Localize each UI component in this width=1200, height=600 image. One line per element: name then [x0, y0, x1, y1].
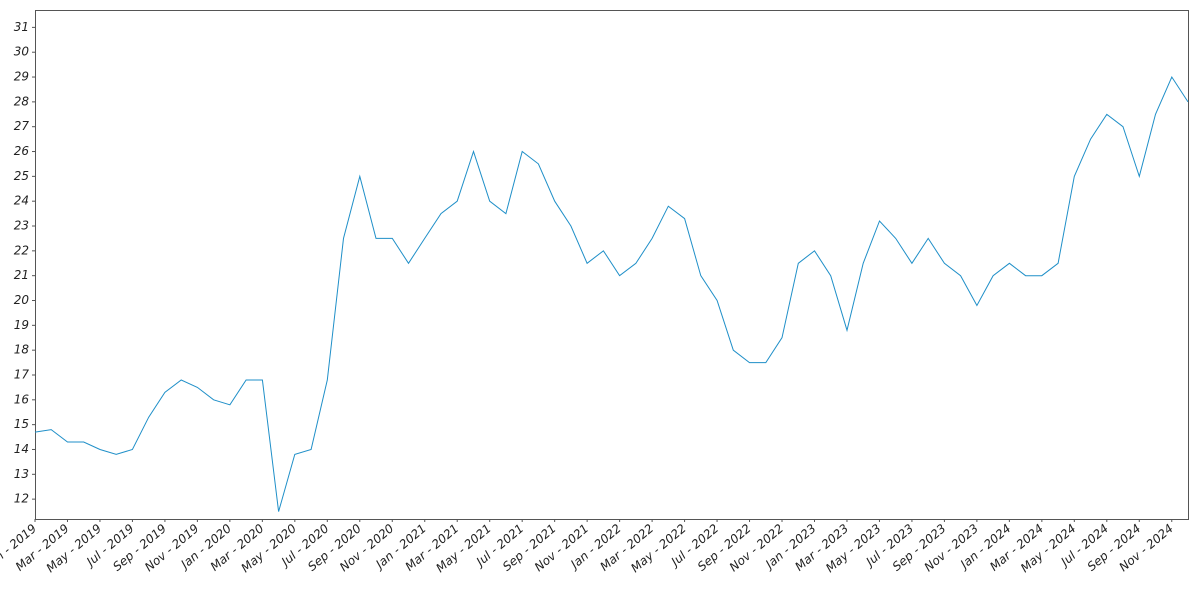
y-tick-label: 21 — [14, 268, 29, 282]
y-tick-label: 30 — [14, 45, 30, 59]
y-tick-label: 23 — [14, 219, 29, 233]
y-tick-label: 12 — [14, 492, 29, 506]
y-tick-label: 17 — [14, 367, 30, 381]
y-tick-label: 13 — [14, 467, 29, 481]
y-tick-label: 14 — [14, 442, 29, 456]
y-tick-label: 16 — [14, 392, 30, 406]
y-tick-label: 18 — [14, 343, 30, 357]
y-tick-label: 22 — [14, 243, 29, 257]
line-series — [34, 75, 1189, 512]
y-tick-label: 24 — [14, 194, 29, 208]
plot-frame — [35, 10, 1189, 520]
y-tick-label: 15 — [14, 417, 29, 431]
y-tick-label: 28 — [14, 94, 30, 108]
y-tick-label: 31 — [14, 20, 29, 34]
y-tick-label: 25 — [14, 169, 29, 183]
y-tick-label: 29 — [14, 70, 29, 84]
y-tick-label: 27 — [14, 119, 30, 133]
y-tick-label: 19 — [14, 318, 29, 332]
y-tick-label: 26 — [14, 144, 30, 158]
y-tick-label: 20 — [14, 293, 30, 307]
